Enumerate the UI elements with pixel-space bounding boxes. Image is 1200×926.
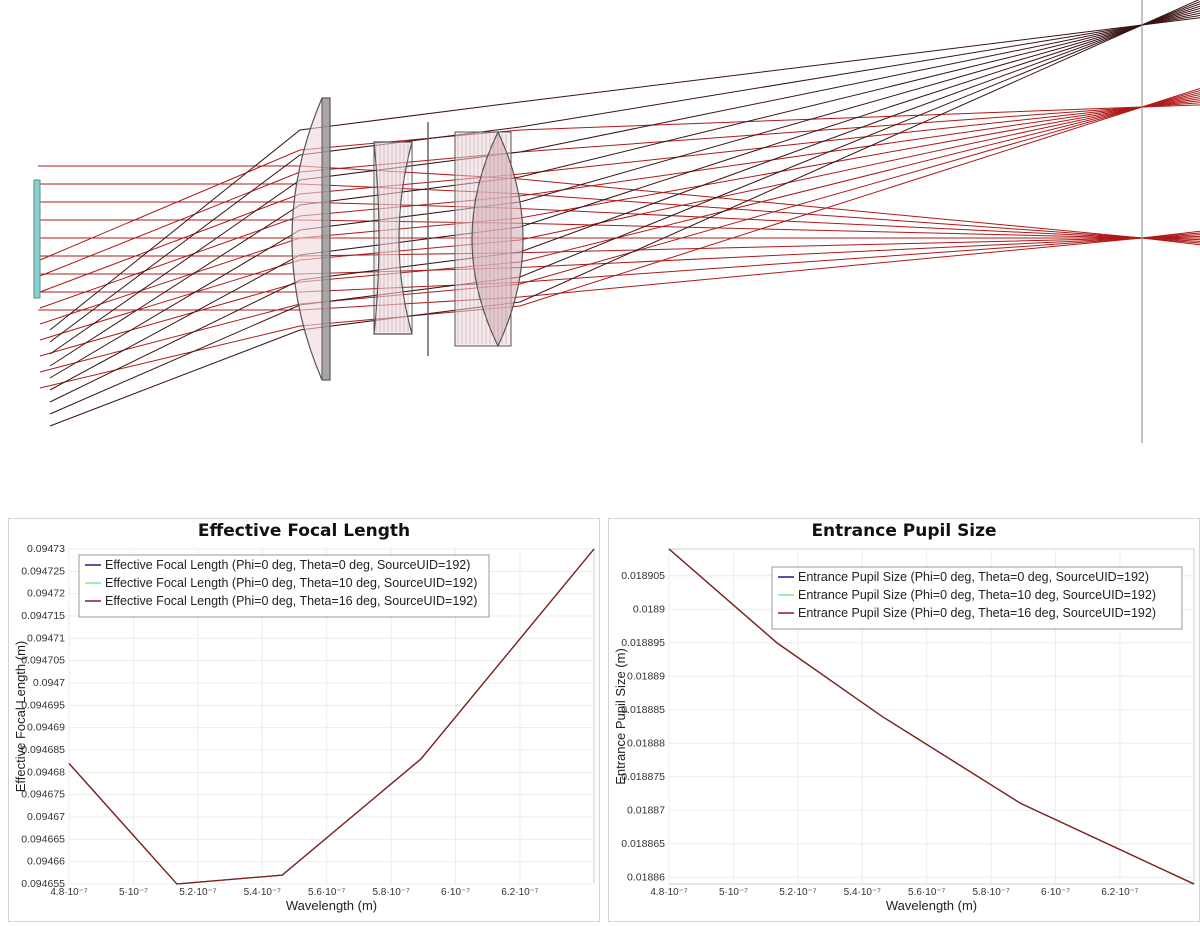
x-tick-label: 6·10⁻⁷ [441, 887, 470, 898]
ray-field-16 [49, 17, 1200, 331]
x-axis-label: Wavelength (m) [286, 898, 377, 913]
x-tick-label: 5.2·10⁻⁷ [179, 887, 217, 898]
lens-2-frame [373, 141, 413, 335]
ray-field-10 [39, 104, 1200, 261]
entrance-pupil-size-panel: Entrance Pupil Size 0.01886 0.018865 0.018… [608, 518, 1200, 922]
legend-box [78, 554, 490, 618]
ray-field-16 [49, 12, 1200, 355]
y-tick-label: 0.09473 [27, 543, 65, 555]
x-tick-label: 6.2·10⁻⁷ [501, 887, 539, 898]
y-tick-label: 0.094705 [21, 655, 65, 667]
y-axis-label: Entrance Pupil Size (m) [613, 648, 628, 785]
y-tick-label: 0.094655 [21, 878, 65, 890]
legend-box [771, 566, 1183, 630]
y-tick-label: 0.09467 [27, 811, 65, 823]
ray-field-16 [49, 1, 1200, 415]
y-tick-label: 0.09468 [27, 766, 65, 778]
y-tick-label: 0.094715 [21, 610, 65, 622]
y-tick-label: 0.018905 [621, 570, 665, 582]
x-tick-label: 4.8·10⁻⁷ [50, 887, 88, 898]
ray-field-10 [39, 88, 1200, 389]
chart-title: Entrance Pupil Size [811, 521, 997, 541]
x-tick-label: 5.2·10⁻⁷ [779, 887, 817, 898]
ray-field-10 [39, 100, 1200, 293]
ray-field-10 [39, 96, 1200, 325]
x-tick-label: 5.8·10⁻⁷ [372, 887, 410, 898]
x-tick-label: 6·10⁻⁷ [1041, 887, 1070, 898]
ray-field-16 [49, 15, 1200, 343]
legend-label: Entrance Pupil Size (Phi=0 deg, Theta=10… [798, 588, 1156, 602]
y-tick-label: 0.01886 [627, 871, 665, 883]
ray-field-16 [49, 5, 1200, 391]
x-tick-label: 5.8·10⁻⁷ [972, 887, 1010, 898]
ray-field-10 [39, 90, 1200, 373]
y-tick-label: 0.01889 [627, 670, 665, 682]
y-tick-label: 0.01888 [627, 737, 665, 749]
y-tick-label: 0.01887 [627, 804, 665, 816]
x-tick-label: 5·10⁻⁷ [719, 887, 748, 898]
y-tick-label: 0.09471 [27, 632, 65, 644]
y-tick-label: 0.094695 [21, 699, 65, 711]
x-tick-label: 5.4·10⁻⁷ [244, 887, 282, 898]
legend-label: Entrance Pupil Size (Phi=0 deg, Theta=16… [798, 606, 1156, 620]
x-tick-label: 4.8·10⁻⁷ [650, 887, 688, 898]
ray-field-10 [39, 98, 1200, 309]
y-tick-label: 0.09466 [27, 856, 65, 868]
legend-label: Effective Focal Length (Phi=0 deg, Theta… [105, 558, 470, 572]
lens-3 [471, 130, 524, 348]
y-tick-label: 0.094725 [21, 565, 65, 577]
y-tick-label: 0.018875 [621, 771, 665, 783]
x-tick-label: 5.6·10⁻⁷ [908, 887, 946, 898]
ray-field-0 [38, 232, 1200, 293]
series-line [68, 548, 595, 885]
source-aperture [33, 179, 41, 299]
x-tick-label: 5.4·10⁻⁷ [844, 887, 882, 898]
x-axis-label: Wavelength (m) [886, 898, 977, 913]
chart-title: Effective Focal Length [197, 521, 411, 541]
y-tick-label: 0.094675 [21, 789, 65, 801]
effective-focal-length-panel: Effective Focal Length 0.094655 0.09466 0.… [8, 518, 600, 922]
y-tick-label: 0.09469 [27, 722, 65, 734]
x-tick-label: 6.2·10⁻⁷ [1101, 887, 1139, 898]
ray-bundle [38, 0, 1200, 427]
lens-1-edge [321, 97, 331, 381]
entrance-pupil-size-chart: 0.01886 0.018865 0.01887 0.018875 0.01888 0.0… [613, 548, 1195, 913]
y-tick-label: 0.0947 [33, 677, 65, 689]
y-tick-label: 0.018895 [621, 637, 665, 649]
y-axis-label: Effective Focal Length (m) [13, 641, 28, 793]
ray-field-16 [49, 0, 1200, 427]
y-tick-label: 0.018885 [621, 704, 665, 716]
ray-field-16 [49, 10, 1200, 367]
lens-group [291, 97, 524, 381]
legend-label: Effective Focal Length (Phi=0 deg, Theta… [105, 576, 477, 590]
y-tick-label: 0.094685 [21, 744, 65, 756]
legend-label: Effective Focal Length (Phi=0 deg, Theta… [105, 594, 477, 608]
y-tick-label: 0.094665 [21, 833, 65, 845]
ray-field-0 [38, 165, 1200, 246]
x-tick-label: 5·10⁻⁷ [119, 887, 148, 898]
y-tick-label: 0.09472 [27, 588, 65, 600]
y-tick-label: 0.0189 [633, 603, 665, 615]
ray-field-0 [38, 230, 1200, 311]
y-tick-label: 0.018865 [621, 838, 665, 850]
legend-label: Entrance Pupil Size (Phi=0 deg, Theta=0 … [798, 570, 1149, 584]
ray-field-0 [38, 183, 1200, 244]
series-line [668, 548, 1195, 885]
effective-focal-length-chart: 0.094655 0.09466 0.094665 0.09467 0.094675 0.… [13, 543, 595, 913]
optical-layout-diagram [33, 0, 1200, 443]
x-tick-label: 5.6·10⁻⁷ [308, 887, 346, 898]
